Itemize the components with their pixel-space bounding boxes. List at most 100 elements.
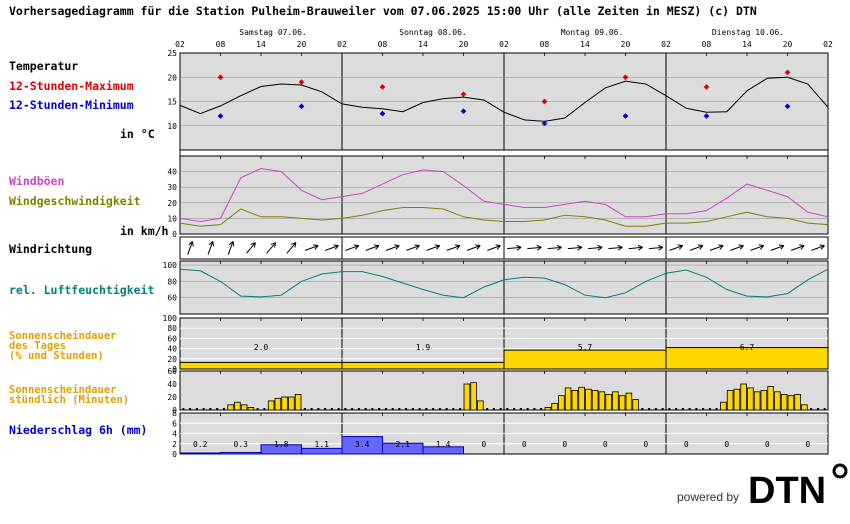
wind-arrow bbox=[567, 244, 583, 251]
wind-arrow-shaft bbox=[207, 241, 214, 255]
hourly-sunshine-zero bbox=[398, 408, 401, 410]
y-tick-label: 20 bbox=[167, 355, 177, 364]
wind-arrow-head bbox=[208, 241, 214, 246]
hourly-sunshine-bar bbox=[591, 390, 599, 411]
hourly-sunshine-zero bbox=[810, 408, 813, 410]
hour-tick-label: 08 bbox=[702, 40, 712, 49]
wind-arrow-head bbox=[228, 241, 234, 246]
precipitation-label: 0 bbox=[765, 440, 770, 449]
y-tick-label: 100 bbox=[163, 261, 178, 270]
wind-arrow bbox=[365, 244, 380, 251]
wind-arrow-head bbox=[778, 244, 785, 247]
wind-arrow-head bbox=[456, 245, 461, 250]
wind-arrow bbox=[669, 244, 684, 251]
daily-sunshine-bar bbox=[665, 347, 829, 370]
hourly-sunshine-zero bbox=[189, 408, 192, 410]
wind-arrow-head bbox=[637, 244, 643, 248]
wind-arrow-head bbox=[188, 241, 193, 246]
wind-arrow-head bbox=[738, 244, 744, 247]
wind-arrow bbox=[304, 244, 319, 251]
hourly-sunshine-zero bbox=[533, 408, 536, 410]
precipitation-bar bbox=[301, 447, 343, 455]
min-point bbox=[217, 113, 224, 119]
hourly-sunshine-zero bbox=[263, 408, 266, 410]
wind-arrow-shaft bbox=[608, 246, 623, 250]
y-tick-label: 4 bbox=[172, 430, 177, 439]
wind-arrow-shaft bbox=[286, 242, 297, 254]
temperature-line bbox=[179, 76, 829, 122]
wind-arrow-head bbox=[314, 245, 319, 250]
label-wind-speed: Windgeschwindigkeit bbox=[9, 194, 141, 208]
wind-arrow-head bbox=[270, 242, 276, 245]
hourly-sunshine-bar bbox=[801, 404, 808, 411]
min-point bbox=[541, 120, 548, 127]
hourly-sunshine-zero bbox=[499, 408, 502, 410]
wind-arrow-shaft bbox=[187, 241, 193, 255]
wind-arrow-shaft bbox=[790, 245, 805, 251]
label-precipitation: Niederschlag 6h (mm) bbox=[9, 423, 147, 437]
hour-tick-labels: 02 08 14 20 02 08 14 20 02 08 14 20 02 08 14 20 02 bbox=[175, 40, 833, 49]
wind-arrow-head bbox=[799, 244, 805, 247]
min-point bbox=[622, 113, 629, 119]
y-tick-label: 0 bbox=[172, 365, 177, 374]
wind-arrow-shaft bbox=[770, 245, 785, 251]
wind-arrow-head bbox=[556, 244, 562, 248]
wind-arrow-shaft bbox=[446, 245, 461, 251]
precipitation-label: 1.8 bbox=[274, 440, 289, 449]
wind-arrow-head bbox=[232, 241, 235, 247]
wind-arrow-head bbox=[212, 241, 215, 247]
hourly-sunshine-zero bbox=[695, 408, 698, 410]
label-sun-hour: Sonnenscheindauer bbox=[9, 384, 116, 396]
wind-arrow bbox=[227, 241, 235, 255]
day-label: Samstag 07.06. bbox=[239, 28, 306, 37]
daily-sunshine-label: 5.7 bbox=[578, 343, 593, 352]
hourly-sunshine-zero bbox=[540, 408, 543, 410]
hourly-sunshine-bar bbox=[740, 383, 747, 411]
hourly-sunshine-zero bbox=[425, 408, 428, 410]
wind-arrow bbox=[689, 244, 704, 251]
precipitation-label: 1.1 bbox=[315, 440, 330, 449]
wind-arrow-shaft bbox=[709, 245, 724, 251]
hourly-sunshine-bar bbox=[240, 404, 248, 411]
wind-arrow bbox=[628, 244, 643, 251]
hourly-sunshine-zero bbox=[310, 408, 313, 410]
wind-arrow-shaft bbox=[730, 245, 744, 251]
wind-arrow-head bbox=[780, 245, 785, 250]
hourly-sunshine-bar bbox=[477, 400, 484, 411]
label-sun-day: des Tages bbox=[9, 340, 66, 352]
wind-arrow-shaft bbox=[588, 246, 603, 250]
y-tick-label: 60 bbox=[167, 367, 177, 376]
hourly-sunshine-bar bbox=[794, 393, 801, 411]
wind-arrow-head bbox=[758, 244, 764, 247]
label-sun-day: (% und Stunden) bbox=[9, 350, 104, 362]
wind-arrow bbox=[345, 244, 360, 251]
hour-tick-label: 20 bbox=[459, 40, 469, 49]
hourly-sunshine-zero bbox=[330, 408, 333, 410]
hourly-sunshine-zero bbox=[438, 408, 441, 410]
hourly-sunshine-bar bbox=[747, 387, 754, 411]
wind-arrow-head bbox=[373, 244, 380, 247]
wind-arrow-head bbox=[516, 246, 522, 251]
y-tick-label: 20 bbox=[167, 393, 177, 402]
hourly-sunshine-zero bbox=[216, 408, 219, 410]
wind-arrow bbox=[466, 244, 481, 251]
wind-arrow-head bbox=[516, 244, 522, 248]
y-tick-label: 20 bbox=[167, 73, 177, 82]
wind-arrow-shaft bbox=[811, 245, 825, 251]
hourly-sunshine-zero bbox=[702, 408, 705, 410]
wind-arrow-head bbox=[719, 245, 724, 250]
wind-arrow-head bbox=[760, 245, 765, 250]
hourly-sunshine-bar bbox=[564, 387, 572, 411]
y-tick-label: 10 bbox=[167, 214, 177, 223]
precipitation-bar bbox=[422, 446, 464, 455]
hour-tick-label: 02 bbox=[661, 40, 671, 49]
wind-arrow bbox=[325, 244, 339, 251]
hourly-sunshine-zero bbox=[344, 408, 347, 410]
wind-arrow-head bbox=[496, 245, 501, 250]
wind-arrow-head bbox=[274, 242, 277, 248]
wind-arrow bbox=[608, 244, 623, 251]
hourly-sunshine-zero bbox=[452, 408, 455, 410]
wind-arrow bbox=[811, 244, 825, 251]
hour-tick-label: 14 bbox=[580, 40, 590, 49]
